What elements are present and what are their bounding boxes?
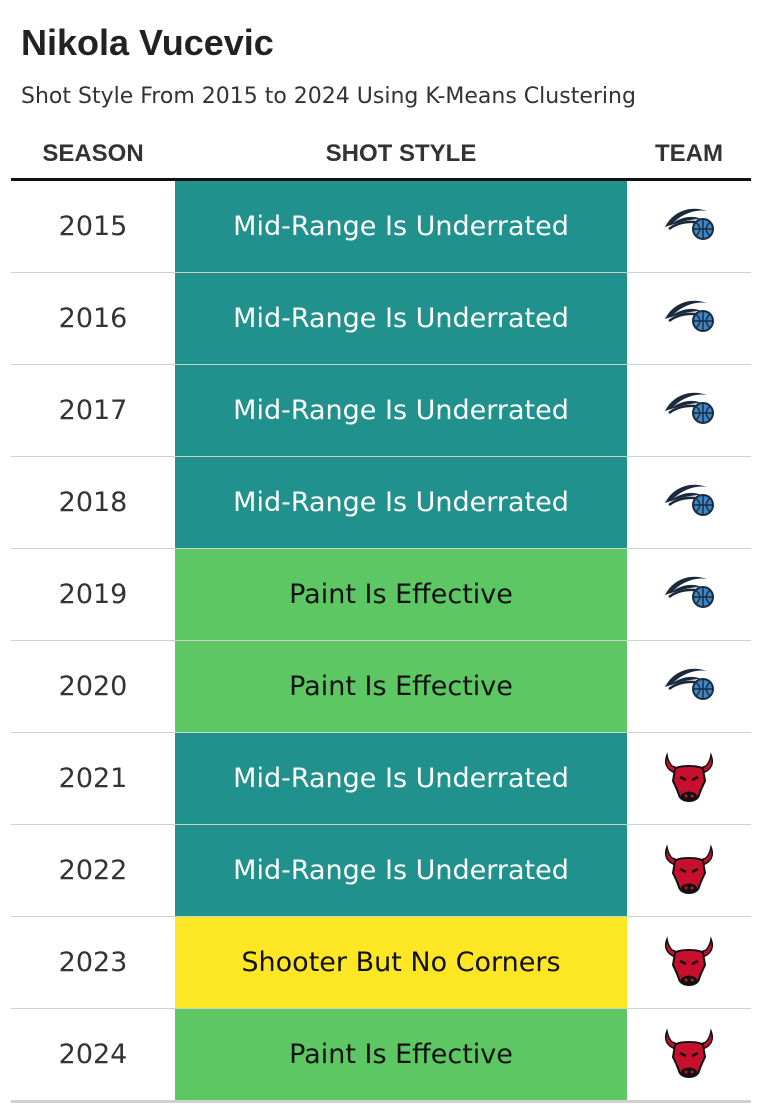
chicago-bulls-logo-icon [661, 935, 717, 991]
table-header: SEASON SHOT STYLE TEAM [11, 130, 751, 181]
season-cell: 2020 [58, 671, 128, 702]
table-row: 2016 Mid-Range Is Underrated [11, 273, 751, 365]
season-cell: 2022 [58, 855, 128, 886]
table-row: 2021 Mid-Range Is Underrated [11, 733, 751, 825]
season-cell: 2016 [58, 303, 128, 334]
shot-style-cell: Paint Is Effective [175, 1009, 627, 1100]
chart-title: Nikola Vucevic [21, 22, 274, 63]
season-cell: 2019 [58, 579, 128, 610]
table-row: 2022 Mid-Range Is Underrated [11, 825, 751, 917]
shot-style-cell: Mid-Range Is Underrated [175, 365, 627, 456]
shot-style-cell: Mid-Range Is Underrated [175, 273, 627, 364]
orlando-magic-logo-icon [661, 291, 717, 347]
season-cell: 2024 [58, 1039, 128, 1070]
orlando-magic-logo-icon [661, 567, 717, 623]
table-row: 2024 Paint Is Effective [11, 1009, 751, 1103]
shot-style-cell: Paint Is Effective [175, 641, 627, 732]
team-cell [627, 1009, 751, 1100]
table-body: 2015 Mid-Range Is Underrated 2016 Mid-Range… [11, 181, 751, 1103]
chicago-bulls-logo-icon [661, 1027, 717, 1083]
shot-style-cell: Shooter But No Corners [175, 917, 627, 1008]
orlando-magic-logo-icon [661, 659, 717, 715]
team-cell [627, 457, 751, 548]
team-cell [627, 733, 751, 824]
team-cell [627, 917, 751, 1008]
table-row: 2017 Mid-Range Is Underrated [11, 365, 751, 457]
orlando-magic-logo-icon [661, 199, 717, 255]
team-cell [627, 181, 751, 272]
team-cell [627, 641, 751, 732]
table-row: 2019 Paint Is Effective [11, 549, 751, 641]
table-row: 2020 Paint Is Effective [11, 641, 751, 733]
orlando-magic-logo-icon [661, 383, 717, 439]
shot-style-cell: Mid-Range Is Underrated [175, 733, 627, 824]
chicago-bulls-logo-icon [661, 751, 717, 807]
season-cell: 2017 [58, 395, 128, 426]
team-cell [627, 365, 751, 456]
header-season: SEASON [42, 140, 144, 167]
header-shot-style: SHOT STYLE [325, 140, 477, 167]
table-row: 2023 Shooter But No Corners [11, 917, 751, 1009]
team-cell [627, 825, 751, 916]
season-cell: 2018 [58, 487, 128, 518]
team-cell [627, 549, 751, 640]
orlando-magic-logo-icon [661, 475, 717, 531]
table-row: 2018 Mid-Range Is Underrated [11, 457, 751, 549]
season-cell: 2023 [58, 947, 128, 978]
shot-style-cell: Mid-Range Is Underrated [175, 457, 627, 548]
chart-subtitle: Shot Style From 2015 to 2024 Using K-Mea… [21, 84, 636, 109]
team-cell [627, 273, 751, 364]
shot-style-cell: Mid-Range Is Underrated [175, 181, 627, 272]
chicago-bulls-logo-icon [661, 843, 717, 899]
season-cell: 2015 [58, 211, 128, 242]
shot-style-cell: Mid-Range Is Underrated [175, 825, 627, 916]
header-team: TEAM [655, 140, 723, 167]
table-row: 2015 Mid-Range Is Underrated [11, 181, 751, 273]
shot-style-cell: Paint Is Effective [175, 549, 627, 640]
shot-style-table: SEASON SHOT STYLE TEAM 2015 Mid-Range Is … [11, 130, 751, 1103]
season-cell: 2021 [58, 763, 128, 794]
